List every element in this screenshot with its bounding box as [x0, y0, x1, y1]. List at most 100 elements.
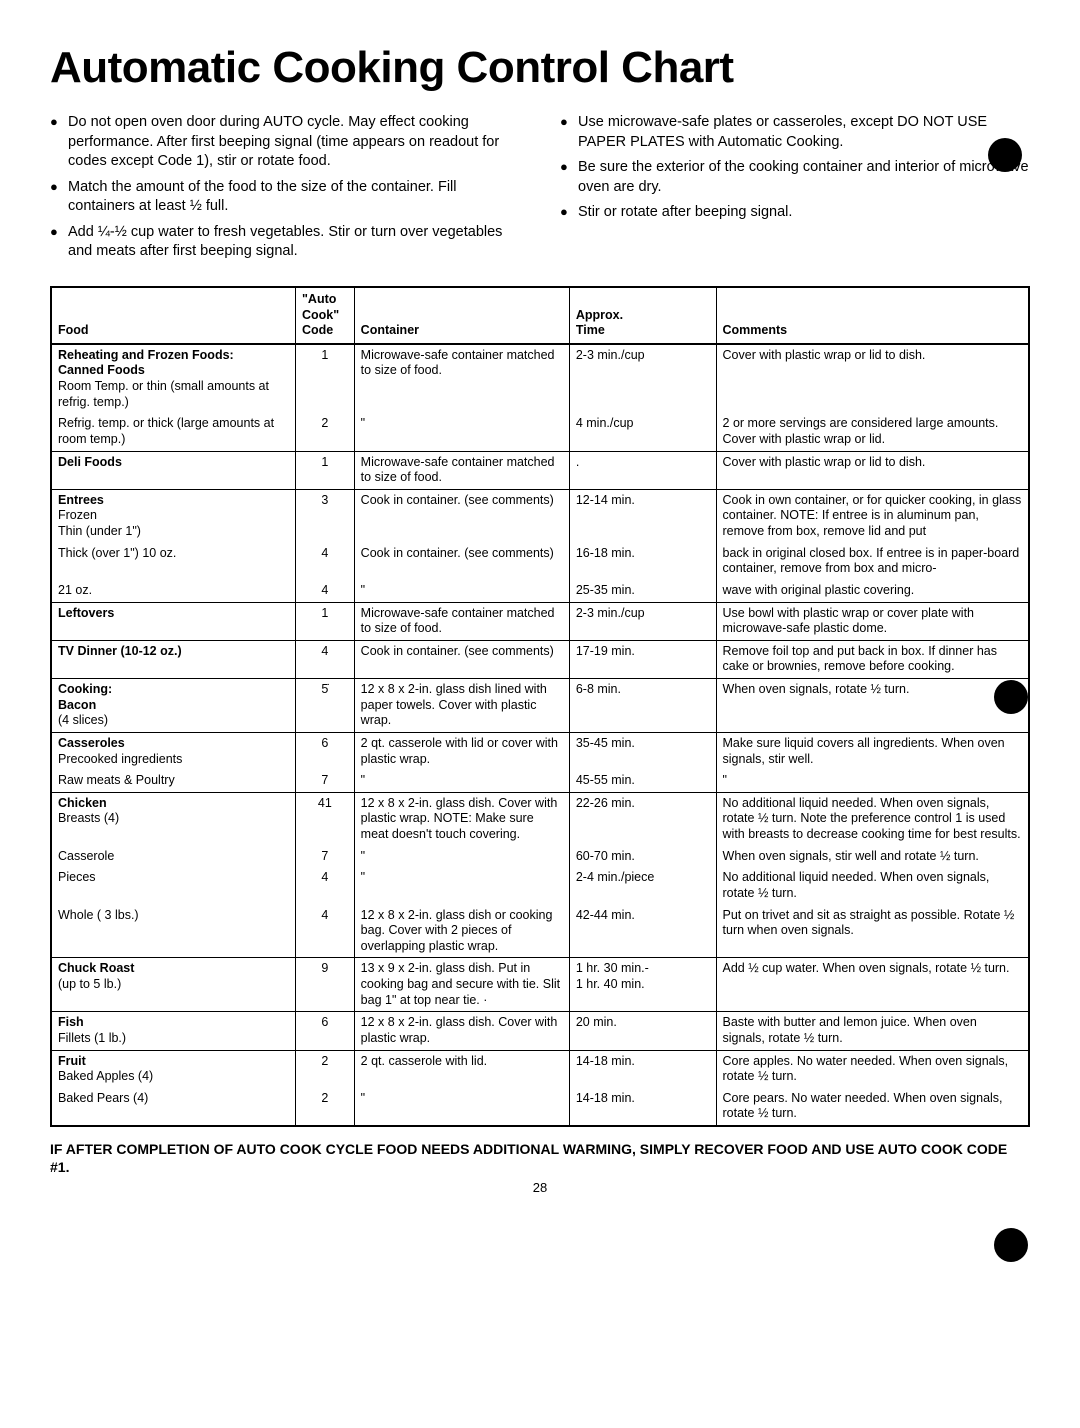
- cell-code: 3: [296, 489, 355, 542]
- instructions: Do not open oven door during AUTO cycle.…: [50, 113, 1030, 268]
- cell-time: 25-35 min.: [569, 580, 716, 602]
- cell-time: 17-19 min.: [569, 640, 716, 678]
- cell-code: 5̇: [296, 679, 355, 733]
- instruction-bullet: Be sure the exterior of the cooking cont…: [560, 158, 1030, 197]
- cell-time: 1 hr. 30 min.-1 hr. 40 min.: [569, 958, 716, 1012]
- table-row: Refrig. temp. or thick (large amounts at…: [51, 413, 1029, 451]
- table-row: Thick (over 1") 10 oz.4Cook in container…: [51, 543, 1029, 580]
- cell-comments: Cover with plastic wrap or lid to dish.: [716, 344, 1029, 414]
- cell-container: 12 x 8 x 2-in. glass dish. Cover with pl…: [354, 1012, 569, 1050]
- cell-container: Cook in container. (see comments): [354, 640, 569, 678]
- table-row: Cooking:Bacon(4 slices)5̇12 x 8 x 2-in. …: [51, 679, 1029, 733]
- hole-punch-mid: [994, 680, 1028, 714]
- cell-container: ": [354, 770, 569, 792]
- cell-time: 22-26 min.: [569, 792, 716, 845]
- cell-code: 4: [296, 867, 355, 904]
- cell-code: 6: [296, 732, 355, 770]
- cell-food: EntreesFrozenThin (under 1"): [51, 489, 296, 542]
- cell-container: 12 x 8 x 2-in. glass dish or cooking bag…: [354, 905, 569, 958]
- cell-food: Leftovers: [51, 602, 296, 640]
- cell-food: 21 oz.: [51, 580, 296, 602]
- cell-food: Reheating and Frozen Foods:Canned FoodsR…: [51, 344, 296, 414]
- page-title: Automatic Cooking Control Chart: [50, 40, 1030, 95]
- cell-comments: No additional liquid needed. When oven s…: [716, 867, 1029, 904]
- hole-punch-bot: [994, 1228, 1028, 1262]
- table-row: Chuck Roast(up to 5 lb.)913 x 9 x 2-in. …: [51, 958, 1029, 1012]
- cell-comments: Core pears. No water needed. When oven s…: [716, 1088, 1029, 1126]
- cell-code: 4: [296, 905, 355, 958]
- cell-time: 14-18 min.: [569, 1050, 716, 1088]
- cell-food: TV Dinner (10-12 oz.): [51, 640, 296, 678]
- cell-code: 2: [296, 413, 355, 451]
- cell-time: 35-45 min.: [569, 732, 716, 770]
- table-row: TV Dinner (10-12 oz.)4Cook in container.…: [51, 640, 1029, 678]
- cell-food: Whole ( 3 lbs.): [51, 905, 296, 958]
- cell-food: Thick (over 1") 10 oz.: [51, 543, 296, 580]
- cell-container: ": [354, 846, 569, 868]
- instruction-bullet: Add ¼-½ cup water to fresh vegetables. S…: [50, 223, 520, 262]
- cell-comments: Make sure liquid covers all ingredients.…: [716, 732, 1029, 770]
- cell-comments: ": [716, 770, 1029, 792]
- cell-food: FishFillets (1 lb.): [51, 1012, 296, 1050]
- table-row: 21 oz.4"25-35 min.wave with original pla…: [51, 580, 1029, 602]
- cell-comments: Remove foil top and put back in box. If …: [716, 640, 1029, 678]
- instruction-bullet: Do not open oven door during AUTO cycle.…: [50, 113, 520, 172]
- cell-food: Refrig. temp. or thick (large amounts at…: [51, 413, 296, 451]
- cell-comments: Core apples. No water needed. When oven …: [716, 1050, 1029, 1088]
- table-row: Deli Foods1Microwave-safe container matc…: [51, 451, 1029, 489]
- cell-code: 9: [296, 958, 355, 1012]
- cell-comments: When oven signals, rotate ½ turn.: [716, 679, 1029, 733]
- cell-code: 4: [296, 543, 355, 580]
- cell-food: FruitBaked Apples (4): [51, 1050, 296, 1088]
- cell-time: 2-3 min./cup: [569, 602, 716, 640]
- cell-time: 45-55 min.: [569, 770, 716, 792]
- cell-container: 12 x 8 x 2-in. glass dish. Cover with pl…: [354, 792, 569, 845]
- table-row: CasserolesPrecooked ingredients62 qt. ca…: [51, 732, 1029, 770]
- header-time: Approx. Time: [569, 287, 716, 344]
- header-comments: Comments: [716, 287, 1029, 344]
- cell-code: 41: [296, 792, 355, 845]
- table-row: Reheating and Frozen Foods:Canned FoodsR…: [51, 344, 1029, 414]
- instruction-bullet: Use microwave-safe plates or casseroles,…: [560, 113, 1030, 152]
- cell-food: Casserole: [51, 846, 296, 868]
- table-row: Whole ( 3 lbs.)412 x 8 x 2-in. glass dis…: [51, 905, 1029, 958]
- cell-container: Microwave-safe container matched to size…: [354, 344, 569, 414]
- cell-container: Cook in container. (see comments): [354, 489, 569, 542]
- instruction-bullet: Match the amount of the food to the size…: [50, 178, 520, 217]
- cell-container: ": [354, 413, 569, 451]
- cell-time: 14-18 min.: [569, 1088, 716, 1126]
- cell-time: 2-4 min./piece: [569, 867, 716, 904]
- cell-comments: 2 or more servings are considered large …: [716, 413, 1029, 451]
- cell-food: Chuck Roast(up to 5 lb.): [51, 958, 296, 1012]
- header-code: "Auto Cook" Code: [296, 287, 355, 344]
- cell-time: 12-14 min.: [569, 489, 716, 542]
- cell-container: 2 qt. casserole with lid.: [354, 1050, 569, 1088]
- cell-code: 4: [296, 640, 355, 678]
- cell-comments: Add ½ cup water. When oven signals, rota…: [716, 958, 1029, 1012]
- cell-comments: back in original closed box. If entree i…: [716, 543, 1029, 580]
- cell-time: 6-8 min.: [569, 679, 716, 733]
- instructions-right: Use microwave-safe plates or casseroles,…: [560, 113, 1030, 268]
- cell-code: 4: [296, 580, 355, 602]
- cell-comments: Cover with plastic wrap or lid to dish.: [716, 451, 1029, 489]
- cell-code: 2: [296, 1050, 355, 1088]
- cell-code: 7: [296, 846, 355, 868]
- cell-comments: Cook in own container, or for quicker co…: [716, 489, 1029, 542]
- table-row: Casserole7"60-70 min.When oven signals, …: [51, 846, 1029, 868]
- cell-container: ": [354, 867, 569, 904]
- cell-container: ": [354, 580, 569, 602]
- cell-comments: wave with original plastic covering.: [716, 580, 1029, 602]
- cell-comments: Baste with butter and lemon juice. When …: [716, 1012, 1029, 1050]
- cell-container: ": [354, 1088, 569, 1126]
- cell-container: 2 qt. casserole with lid or cover with p…: [354, 732, 569, 770]
- cell-food: CasserolesPrecooked ingredients: [51, 732, 296, 770]
- header-food: Food: [51, 287, 296, 344]
- table-row: Pieces4"2-4 min./pieceNo additional liqu…: [51, 867, 1029, 904]
- cell-time: 42-44 min.: [569, 905, 716, 958]
- cell-food: Cooking:Bacon(4 slices): [51, 679, 296, 733]
- table-row: EntreesFrozenThin (under 1")3Cook in con…: [51, 489, 1029, 542]
- page-number: 28: [50, 1180, 1030, 1196]
- page: Automatic Cooking Control Chart Do not o…: [50, 40, 1030, 1196]
- cell-time: .: [569, 451, 716, 489]
- cell-food: Raw meats & Poultry: [51, 770, 296, 792]
